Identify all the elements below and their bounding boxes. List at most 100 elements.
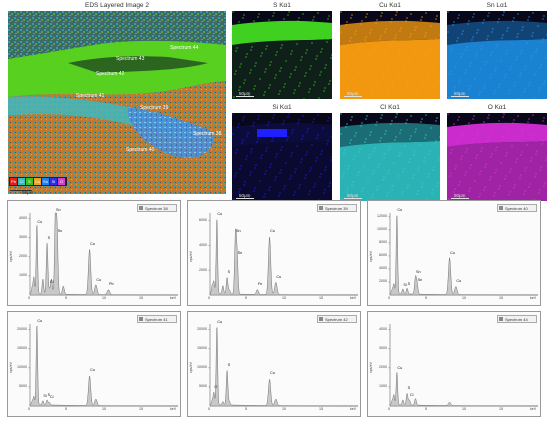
peak-label: Cu <box>456 279 462 284</box>
peak-label: Cu <box>397 365 403 370</box>
peak-label: Cu <box>37 220 43 225</box>
y-tick-label: 2000 <box>19 254 27 259</box>
x-tick-label: 15 <box>139 296 143 300</box>
spectrum-chart: Spectrum 39 6000 4000 2000 0 5 10 15 keV cps/eV Cu… <box>187 200 361 306</box>
element-map-scale-label: 50μm <box>239 91 251 96</box>
element-map-graphic <box>340 11 440 99</box>
spectrum-plot <box>28 324 179 407</box>
spectrum-plot <box>208 213 359 296</box>
peak-label: S <box>407 281 411 286</box>
spectrum-trace <box>29 325 179 407</box>
element-map-title: Si Kα1 <box>272 104 292 111</box>
peak-label: Cu <box>90 368 95 373</box>
x-unit: keV <box>170 296 177 300</box>
x-unit: keV <box>170 407 177 411</box>
x-tick-label: 15 <box>139 407 143 411</box>
legend-swatch <box>319 206 323 210</box>
layered-scale-label: 50μm <box>22 190 34 195</box>
element-map: 50μm <box>232 113 332 201</box>
x-tick-label: 10 <box>102 407 106 411</box>
peak-label: Cu <box>217 212 223 217</box>
spectrum-label[interactable]: Spectrum 44 <box>170 45 199 51</box>
spectrum-label[interactable]: Spectrum 40 <box>126 147 155 153</box>
x-unit: keV <box>350 296 357 300</box>
spectrum-legend: Spectrum 41 <box>137 315 177 323</box>
spectrum-trace <box>29 212 179 296</box>
y-tick-label: 20000 <box>197 327 207 332</box>
element-map-graphic <box>232 11 332 99</box>
spectrum-legend: Spectrum 39 <box>317 204 357 212</box>
spectrum-chart: Spectrum 40 12000 10000 8000 6000 4000 2000 0 5 1… <box>367 200 541 306</box>
element-map-title: S Kα1 <box>273 2 291 9</box>
y-tick-label: 10000 <box>197 365 207 370</box>
peak-label: Cu <box>96 277 102 282</box>
y-axis-label: cps/eV <box>9 251 13 262</box>
x-tick-label: 0 <box>28 407 30 411</box>
spectrum-plot <box>208 324 359 407</box>
peak-label: Sn <box>55 208 61 212</box>
x-unit: keV <box>530 296 537 300</box>
element-map: 50μm <box>447 11 547 99</box>
peak-label: Pb <box>108 281 114 286</box>
y-tick-label: 1000 <box>379 384 387 389</box>
x-unit: keV <box>350 407 357 411</box>
y-tick-label: 15000 <box>17 346 27 351</box>
element-map: 50μm <box>232 11 332 99</box>
x-tick-label: 5 <box>65 296 67 300</box>
y-axis-label: cps/eV <box>189 362 193 373</box>
peak-label: S <box>407 386 411 391</box>
y-tick-label: 10000 <box>377 227 387 232</box>
spectrum-chart: Spectrum 38 4000 3000 2000 1000 0 5 10 15 keV cps/… <box>7 200 181 306</box>
spectrum-axes <box>209 213 358 296</box>
peak-label: Cl <box>49 280 54 285</box>
spectrum-legend: Spectrum 40 <box>497 204 537 212</box>
spectrum-plot <box>388 213 539 296</box>
y-axis-label: cps/eV <box>369 362 373 373</box>
spectrum-label[interactable]: Spectrum 41 <box>76 93 105 99</box>
y-tick-label: 2000 <box>199 267 207 272</box>
element-map: 50μm <box>447 113 547 201</box>
layer-legend-item: Cu <box>34 178 41 185</box>
layer-legend-item: Pb <box>10 178 17 185</box>
y-tick-label: 3000 <box>19 235 27 240</box>
x-tick-label: 5 <box>245 296 247 300</box>
element-map-scale-label: 50μm <box>239 193 251 198</box>
peak-label: O <box>214 385 218 390</box>
peak-label: Sn <box>417 277 423 282</box>
peak-label: Cl <box>49 395 54 400</box>
spectrum-trace <box>209 219 359 296</box>
spectrum-chart: Spectrum 41 20000 15000 10000 5000 0 5 10 15 keV c… <box>7 311 181 417</box>
y-tick-label: 8000 <box>379 240 387 245</box>
x-tick-label: 15 <box>499 407 503 411</box>
peak-label: Cu <box>397 208 403 212</box>
x-tick-label: 5 <box>425 407 427 411</box>
spectrum-label[interactable]: Spectrum 38 <box>193 131 222 137</box>
layer-legend-item: Sn <box>42 178 49 185</box>
element-map-graphic <box>447 113 547 201</box>
spectrum-axes <box>389 213 538 296</box>
y-tick-label: 12000 <box>377 214 387 219</box>
y-axis-label: cps/eV <box>369 251 373 262</box>
spectrum-label[interactable]: Spectrum 39 <box>140 105 169 111</box>
spectrum-label[interactable]: Spectrum 43 <box>116 56 145 62</box>
spectrum-label[interactable]: Spectrum 42 <box>96 71 125 77</box>
layered-image-graphic <box>8 11 226 194</box>
peak-label: Cu <box>90 242 95 247</box>
x-tick-label: 0 <box>208 407 210 411</box>
y-tick-label: 1000 <box>19 273 27 278</box>
legend-label: Spectrum 38 <box>145 206 168 211</box>
element-map-scale-label: 50μm <box>454 91 466 96</box>
x-tick-label: 10 <box>462 296 466 300</box>
element-map: 50μm <box>340 11 440 99</box>
layer-legend-item: Si <box>50 178 57 185</box>
x-tick-label: 0 <box>208 296 210 300</box>
layer-legend-item: S <box>26 178 33 185</box>
y-tick-label: 10000 <box>17 365 27 370</box>
spectrum-plot <box>28 212 179 296</box>
spectrum-chart: Spectrum 44 4000 3000 2000 1000 0 5 10 15 keV cps/… <box>367 311 541 417</box>
y-tick-label: 6000 <box>199 217 207 222</box>
layered-image-title: EDS Layered Image 2 <box>85 2 149 9</box>
element-map-graphic <box>447 11 547 99</box>
layer-legend-item: O <box>58 178 65 185</box>
element-map: 50μm <box>340 113 440 201</box>
